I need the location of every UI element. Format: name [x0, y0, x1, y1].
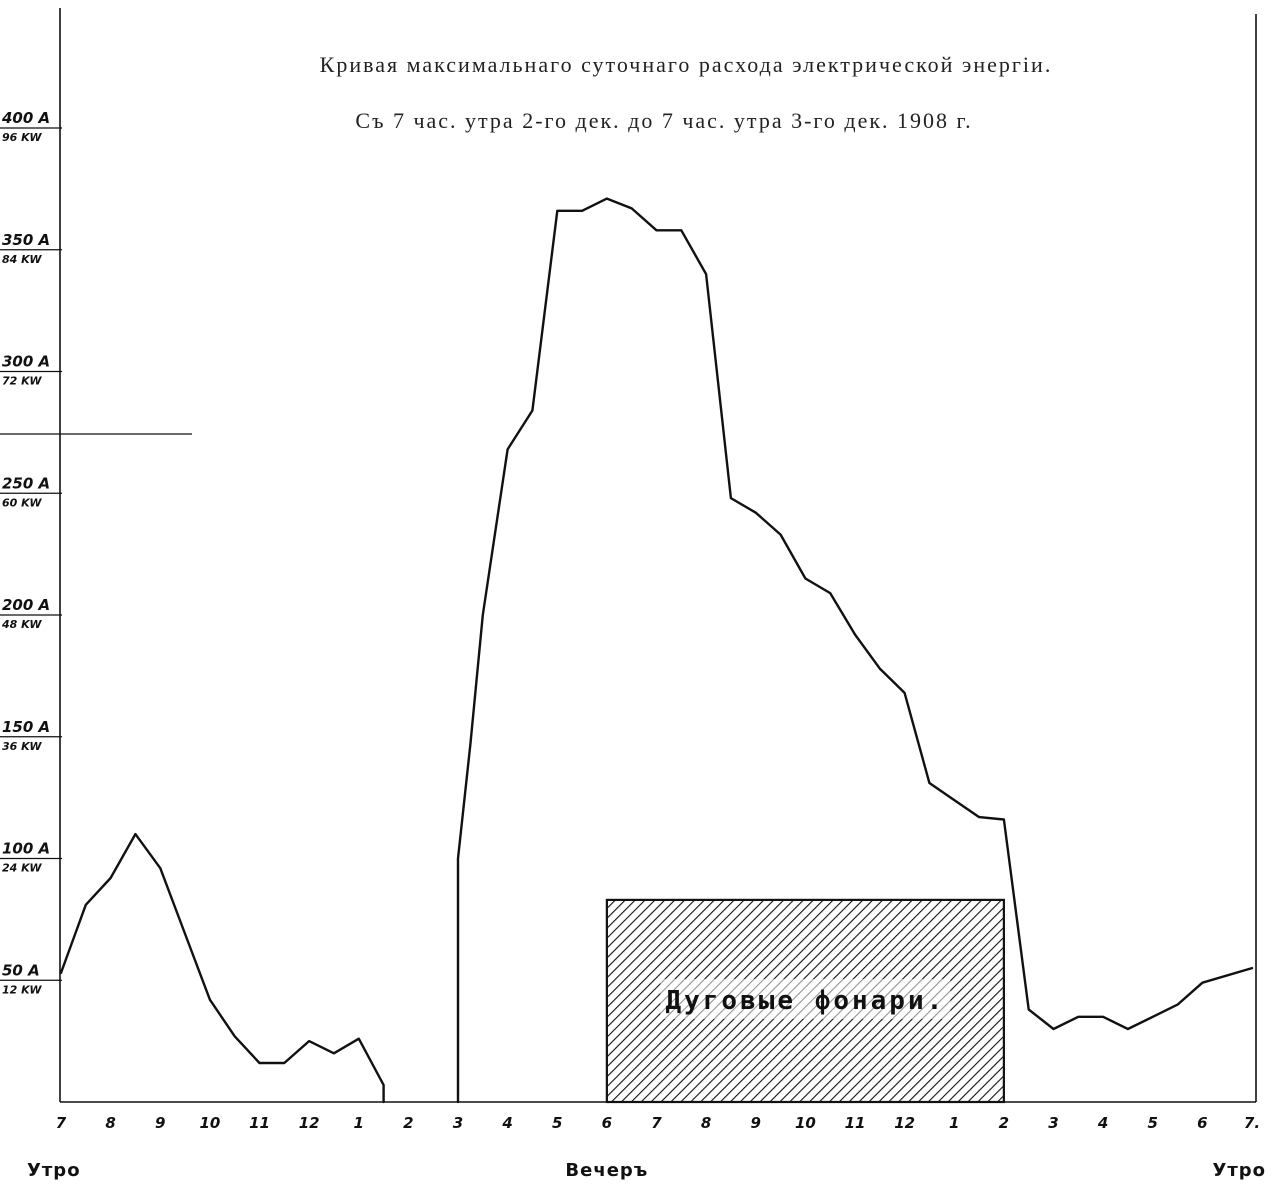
- x-tick-label: 3: [1048, 1114, 1058, 1132]
- y-tick-kw-label: 60 KW: [2, 496, 42, 509]
- x-tick-label: 6: [1197, 1114, 1207, 1132]
- x-tick-label: 9: [155, 1114, 165, 1132]
- x-tick-label: 8: [701, 1114, 711, 1132]
- y-tick-kw-label: 24 KW: [2, 862, 42, 875]
- chart-title: Кривая максимальнаго суточнаго расхода э…: [320, 52, 1053, 77]
- period-label: Утро: [27, 1160, 81, 1181]
- x-tick-label: 12: [299, 1114, 320, 1132]
- x-tick-label: 11: [845, 1114, 866, 1132]
- y-axis-labels: 50 A 12 KW 100 A 24 KW 150 A 36 KW 200 A 48 KW 2…: [0, 109, 62, 996]
- chart-subtitle: Съ 7 час. утра 2-го дек. до 7 час. утра …: [355, 108, 972, 133]
- y-tick-amp-label: 350 A: [2, 231, 50, 249]
- y-tick-amp-label: 400 A: [1, 109, 50, 127]
- x-tick-label: 3: [453, 1114, 463, 1132]
- arc-lamps-label: Дуговые фонари.: [665, 986, 945, 1016]
- x-tick-label: 5: [552, 1114, 562, 1132]
- x-tick-label: 1: [949, 1114, 959, 1132]
- y-tick-kw-label: 12 KW: [2, 983, 42, 996]
- y-tick-amp-label: 150 A: [2, 718, 50, 736]
- period-label: Вечеръ: [565, 1160, 648, 1181]
- x-axis-labels: 7 8 9 10 11 12 1 2 3 4 5 6 7 8 9 10 11 12 1 2 3 4 5 6 7.Утро Вече…: [27, 1114, 1266, 1181]
- y-tick-amp-label: 50 A: [2, 961, 40, 979]
- x-tick-label: 7.: [1244, 1114, 1260, 1132]
- series-line-segment: [456, 197, 1254, 1104]
- y-tick-kw-label: 48 KW: [1, 618, 42, 631]
- x-tick-label: 4: [501, 1114, 512, 1132]
- x-tick-label: 9: [751, 1114, 761, 1132]
- shaded-region-group: Дуговые фонари.: [605, 898, 1005, 1104]
- x-tick-label: 1: [354, 1114, 364, 1132]
- x-tick-label: 11: [249, 1114, 270, 1132]
- x-tick-label: 7: [56, 1114, 67, 1132]
- y-tick-amp-label: 300 A: [2, 353, 50, 371]
- x-tick-label: 5: [1148, 1114, 1158, 1132]
- x-tick-label: 2: [999, 1114, 1009, 1132]
- x-tick-label: 6: [602, 1114, 612, 1132]
- y-tick-amp-label: 200 A: [2, 596, 50, 614]
- y-tick-amp-label: 100 A: [2, 840, 50, 858]
- y-tick-kw-label: 36 KW: [2, 740, 42, 753]
- y-tick-kw-label: 84 KW: [2, 253, 42, 266]
- period-label: Утро: [1212, 1160, 1266, 1181]
- y-tick-kw-label: 72 KW: [2, 375, 42, 388]
- x-tick-label: 12: [894, 1114, 915, 1132]
- x-tick-label: 10: [199, 1114, 220, 1132]
- series-line-segment: [59, 832, 385, 1104]
- x-tick-label: 2: [403, 1114, 413, 1132]
- series-group: [59, 197, 1254, 1104]
- x-tick-label: 7: [651, 1114, 662, 1132]
- arc-lamps-label-backdrop: [660, 978, 951, 1019]
- x-tick-label: 10: [795, 1114, 816, 1132]
- y-tick-kw-label: 96 KW: [2, 131, 42, 144]
- y-tick-amp-label: 250 A: [2, 474, 50, 492]
- x-tick-label: 8: [105, 1114, 115, 1132]
- x-tick-label: 4: [1097, 1114, 1108, 1132]
